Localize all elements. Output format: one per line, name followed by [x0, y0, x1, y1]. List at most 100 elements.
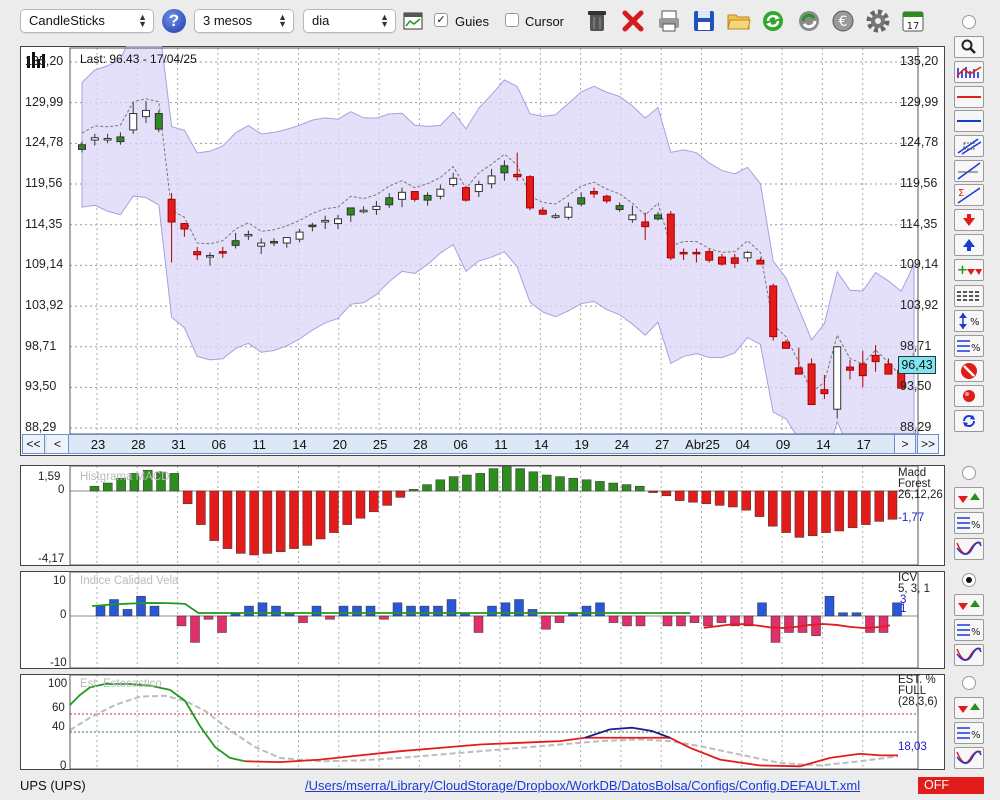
icv-panel-radio[interactable]: [962, 573, 976, 587]
price-ytick-left: 103,92: [25, 298, 64, 313]
swap-button[interactable]: [954, 410, 984, 432]
horizontal-line-red-button[interactable]: [954, 86, 984, 108]
plus-arrows-icon: +: [957, 263, 982, 277]
record-button[interactable]: [954, 385, 984, 407]
nav-prev-button[interactable]: <: [47, 435, 69, 453]
cancel-button[interactable]: [954, 360, 984, 382]
svg-text:%: %: [971, 520, 981, 531]
trendline-tool-button[interactable]: [954, 160, 984, 182]
refresh-icon: [763, 11, 783, 31]
nav-last-button[interactable]: >>: [917, 435, 939, 453]
trendline-icon: [957, 162, 981, 180]
off-toggle[interactable]: OFF: [918, 777, 984, 794]
cursor-checkbox[interactable]: [505, 13, 519, 27]
buy-signal-button[interactable]: [954, 234, 984, 256]
calendar-button[interactable]: 17: [900, 8, 926, 34]
candle-body: [334, 218, 342, 225]
save-button[interactable]: [691, 8, 717, 34]
macd-bar: [116, 477, 126, 492]
icv-bar: [797, 615, 808, 633]
calendar-day: 17: [907, 21, 920, 32]
stoch-levels-button[interactable]: %: [954, 722, 984, 744]
sync-button[interactable]: [796, 8, 822, 34]
candle-body: [513, 173, 522, 178]
icv-legend: ICV: [898, 572, 918, 584]
macd-params: 26,12,26: [898, 489, 943, 501]
floppy-disk-icon: [694, 11, 714, 31]
macd-levels-button[interactable]: %: [954, 512, 984, 534]
zoom-tool-button[interactable]: [954, 36, 984, 58]
candle-body: [705, 251, 714, 261]
price-panel-radio[interactable]: [962, 15, 976, 29]
candle-body: [154, 113, 163, 130]
price-chart[interactable]: [20, 46, 945, 434]
stoch-params: (28,3,6): [898, 696, 938, 708]
date-label: 14: [534, 437, 549, 452]
candle-body: [180, 223, 189, 230]
chart-window-button[interactable]: [402, 8, 424, 34]
scale-percent-button[interactable]: %: [954, 310, 984, 332]
nav-first-button[interactable]: <<: [23, 435, 45, 453]
horizontal-line-blue-button[interactable]: [954, 110, 984, 132]
indicator-overlay-button[interactable]: [954, 61, 984, 83]
red-green-arrows-icon: [958, 493, 980, 503]
open-folder-button[interactable]: [726, 8, 752, 34]
price-ytick-left: 119,56: [25, 176, 63, 191]
date-label: 28: [413, 437, 428, 452]
chart-type-select[interactable]: CandleSticks ▲ ▼: [20, 9, 154, 33]
candle-body: [538, 209, 547, 215]
candle-body: [590, 191, 598, 195]
channel-tool-button[interactable]: [954, 135, 984, 157]
macd-bar: [156, 471, 166, 492]
price-ytick-right: 88,29: [900, 420, 932, 434]
icv-bar: [406, 605, 416, 617]
refresh-button[interactable]: [760, 8, 786, 34]
nav-next-button[interactable]: >: [894, 435, 916, 453]
lines-percent-button[interactable]: %: [954, 335, 984, 357]
macd-signals-button[interactable]: [954, 487, 984, 509]
print-button[interactable]: [656, 8, 682, 34]
icv-bar: [392, 602, 403, 617]
date-label: 14: [292, 437, 307, 452]
guides-checkbox[interactable]: ✓: [434, 13, 448, 27]
candle-body: [321, 219, 330, 223]
add-signal-button[interactable]: +: [954, 259, 984, 281]
help-button[interactable]: ?: [162, 9, 186, 33]
candle-body: [231, 240, 240, 246]
interval-select[interactable]: dia ▲ ▼: [303, 9, 396, 33]
stoch-signals-button[interactable]: [954, 697, 984, 719]
settings-button[interactable]: [865, 8, 891, 34]
period-select[interactable]: 3 mesos ▲ ▼: [194, 9, 294, 33]
icv-signals-button[interactable]: [954, 594, 984, 616]
red-green-arrows-icon: [958, 600, 980, 610]
macd-panel-radio[interactable]: [962, 466, 976, 480]
macd-bar: [701, 490, 712, 505]
delete-button[interactable]: [620, 8, 646, 34]
macd-bar: [714, 490, 725, 506]
icv-ytop: 10: [53, 575, 66, 587]
price-ytick-left: 135,20: [25, 54, 64, 69]
currency-button[interactable]: €: [830, 8, 856, 34]
svg-text:Σ: Σ: [958, 188, 964, 199]
macd-curve-button[interactable]: [954, 538, 984, 560]
macd-bar: [249, 490, 259, 556]
candle-body: [794, 367, 803, 375]
grid-lines-button[interactable]: [954, 285, 984, 307]
scale-percent-icon: %: [959, 313, 980, 329]
icv-yzero: 0: [60, 609, 67, 621]
icv-levels-button[interactable]: %: [954, 619, 984, 641]
date-navigator[interactable]: << < 23 28 31 06 11 14 20 25 28 06 11 14 19 24 27 Abr25…: [22, 434, 939, 454]
svg-text:%: %: [971, 343, 981, 354]
stoch-panel[interactable]: [20, 674, 945, 770]
candles: [78, 101, 918, 419]
stoch-curve-button[interactable]: [954, 747, 984, 769]
stoch-panel-radio[interactable]: [962, 676, 976, 690]
sell-signal-button[interactable]: [954, 209, 984, 231]
icv-bar: [703, 615, 713, 627]
config-path-link[interactable]: /Users/mserra/Library/CloudStorage/Dropb…: [305, 778, 861, 793]
price-ytick-left: 109,14: [25, 257, 64, 272]
icv-bar: [311, 605, 322, 617]
icv-curve-button[interactable]: [954, 644, 984, 666]
sum-trend-button[interactable]: Σ: [954, 184, 984, 206]
trash-button[interactable]: [584, 8, 610, 34]
